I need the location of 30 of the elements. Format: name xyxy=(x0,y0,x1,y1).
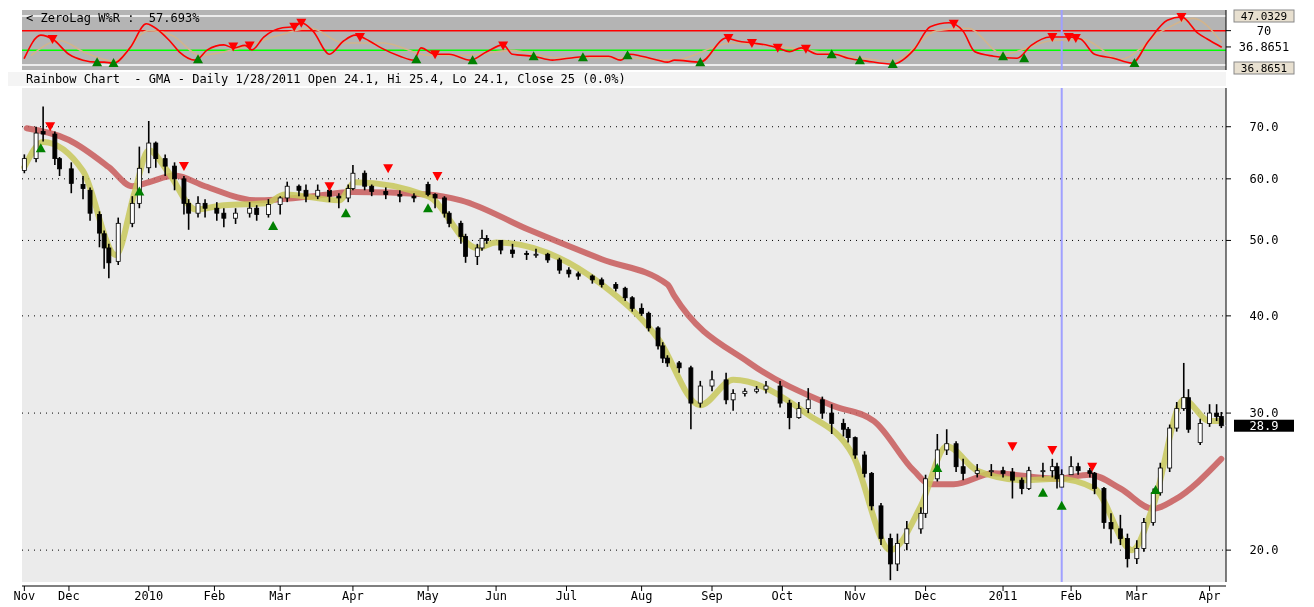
x-tick-label: Feb xyxy=(1060,589,1082,603)
chart-title: < ZeroLag W%R : 57.693% xyxy=(26,11,201,25)
x-tick-label: Aug xyxy=(630,589,653,603)
x-tick-label: 2010 xyxy=(134,589,164,603)
x-tick-label: Jun xyxy=(485,589,507,603)
x-tick-label: 2011 xyxy=(988,589,1018,603)
x-tick-label: Dec xyxy=(58,589,80,603)
x-tick-label: Apr xyxy=(342,589,364,603)
y-tick-label: 36.8651 xyxy=(1238,39,1290,54)
y-tick-label: 20.0 xyxy=(1249,543,1279,558)
y-tick-label: 70.0 xyxy=(1249,119,1279,134)
x-tick-label: Feb xyxy=(203,589,226,603)
y-tick-label: 50.0 xyxy=(1249,233,1279,248)
y-tick-label: 60.0 xyxy=(1249,171,1279,186)
x-tick-label: Sep xyxy=(701,589,723,603)
y-tick-label: 40.0 xyxy=(1249,308,1279,323)
x-tick-label: Jul xyxy=(555,589,578,603)
x-tick-label: Nov xyxy=(13,589,36,603)
x-tick-label: Dec xyxy=(914,589,937,603)
x-tick-label: May xyxy=(417,589,439,603)
text: 47.0329 xyxy=(1240,10,1288,23)
y-tick-label: 30.0 xyxy=(1249,406,1279,421)
x-tick-label: Mar xyxy=(1125,589,1148,603)
x-tick-label: Apr xyxy=(1198,589,1221,603)
annotation: 28.9 xyxy=(1249,418,1279,433)
chart-title: Rainbow Chart - GMA - Daily 1/28/2011 Open 24.1, Hi 25.4, Lo 24.1, Close 25 (0.0%) xyxy=(26,72,626,86)
x-tick-label: Oct xyxy=(771,589,794,603)
x-tick-label: Mar xyxy=(269,589,292,603)
y-tick-label: 70 xyxy=(1256,23,1272,38)
x-tick-label: Nov xyxy=(844,589,867,603)
